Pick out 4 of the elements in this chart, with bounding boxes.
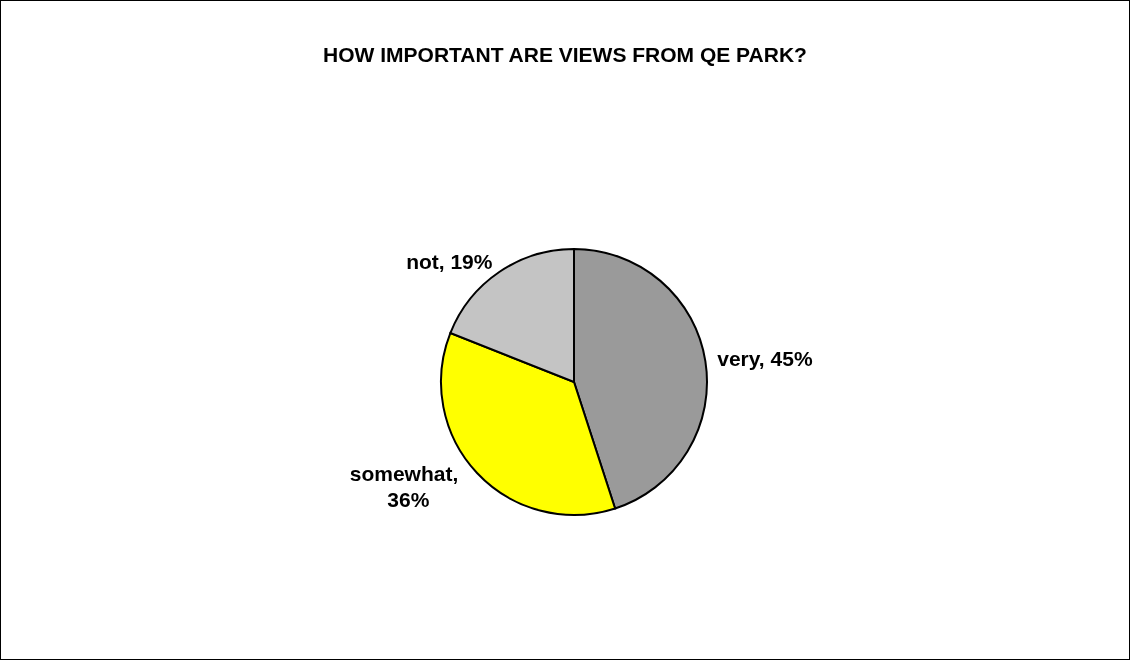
slice-label: very, 45% [717, 347, 813, 371]
chart-title: HOW IMPORTANT ARE VIEWS FROM QE PARK? [322, 43, 808, 67]
slice-label: somewhat, 36% [349, 462, 459, 512]
slice-label: not, 19% [406, 250, 493, 274]
